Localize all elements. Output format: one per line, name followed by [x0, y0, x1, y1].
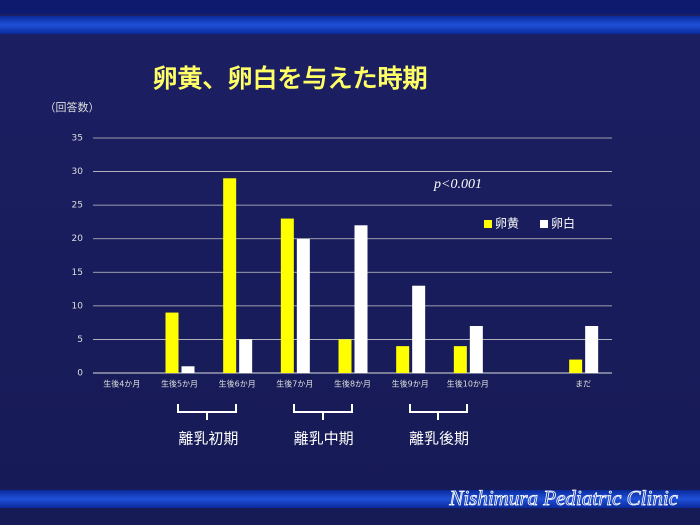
y-tick-label: 5: [77, 335, 83, 345]
bottom-stripe: [0, 490, 700, 508]
bar: [239, 339, 253, 373]
group-label: 離乳中期: [294, 430, 354, 448]
bar: [354, 225, 368, 373]
group-brackets: [177, 404, 468, 420]
top-stripe: [0, 16, 700, 34]
x-tick-label: 生後5か月: [161, 379, 198, 389]
group-label: 離乳後期: [409, 430, 469, 448]
legend-label: 卵白: [551, 216, 575, 231]
bar: [569, 359, 583, 373]
legend-swatch: [484, 220, 492, 228]
p-value: p<0.001: [433, 177, 482, 192]
legend-label: 卵黄: [495, 217, 519, 231]
bar: [412, 285, 426, 373]
x-tick-label: まだ: [575, 380, 591, 389]
y-tick-label: 15: [72, 268, 83, 278]
group-label: 離乳初期: [178, 430, 238, 448]
chart-title: 卵黄、卵白を与えた時期: [152, 64, 427, 93]
y-tick-label: 35: [72, 134, 83, 144]
bar: [585, 326, 599, 373]
bar: [296, 238, 310, 373]
y-tick-label: 25: [72, 201, 83, 211]
x-tick-label: 生後8か月: [334, 379, 371, 389]
bar: [223, 178, 237, 373]
bar: [181, 366, 195, 373]
x-tick-label: 生後6か月: [219, 379, 256, 389]
x-tick-label: 生後9か月: [392, 379, 429, 389]
x-tick-label: 生後4か月: [103, 379, 140, 389]
bar: [469, 326, 483, 373]
bar: [280, 218, 294, 373]
top-band: [0, 0, 700, 14]
bar: [338, 339, 352, 373]
bar: [453, 346, 467, 373]
bar: [396, 346, 410, 373]
bar: [165, 312, 179, 373]
legend-swatch: [540, 220, 548, 228]
x-tick-label: 生後7か月: [276, 379, 313, 389]
y-tick-label: 20: [72, 234, 84, 244]
y-tick-label: 0: [77, 369, 83, 379]
y-tick-label: 10: [72, 301, 84, 311]
x-tick-label: 生後10か月: [447, 379, 489, 389]
footer: Nishimura Pediatric Clinic: [448, 486, 678, 510]
y-axis-label: （回答数）: [45, 100, 100, 114]
y-tick-label: 30: [72, 167, 84, 177]
